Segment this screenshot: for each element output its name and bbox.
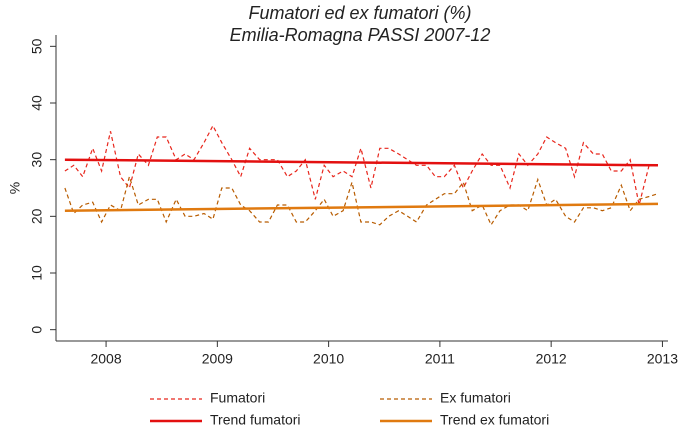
series-line	[64, 174, 659, 227]
y-tick-label: 50	[29, 38, 45, 54]
y-tick-label: 20	[29, 208, 45, 224]
x-tick-label: 2009	[202, 351, 233, 367]
x-tick-label: 2012	[536, 351, 567, 367]
legend-label: Ex fumatori	[440, 390, 511, 406]
legend-label: Fumatori	[210, 390, 265, 406]
series-line	[64, 202, 659, 212]
x-tick-label: 2011	[425, 351, 455, 367]
y-tick-label: 10	[29, 265, 45, 281]
y-tick-label: 30	[29, 152, 45, 168]
series-line	[64, 124, 658, 206]
legend-label: Trend ex fumatori	[440, 412, 549, 428]
y-tick-label: 0	[29, 326, 45, 334]
legend-label: Trend fumatori	[210, 412, 301, 428]
y-tick-label: 40	[29, 95, 45, 111]
x-tick-label: 2013	[647, 351, 678, 367]
chart-title: Fumatori ed ex fumatori (%)	[248, 3, 471, 23]
chart-subtitle: Emilia-Romagna PASSI 2007-12	[230, 25, 491, 45]
y-axis-label: %	[7, 182, 23, 194]
x-tick-label: 2010	[313, 351, 344, 367]
series-line	[64, 158, 659, 167]
x-tick-label: 2008	[90, 351, 121, 367]
